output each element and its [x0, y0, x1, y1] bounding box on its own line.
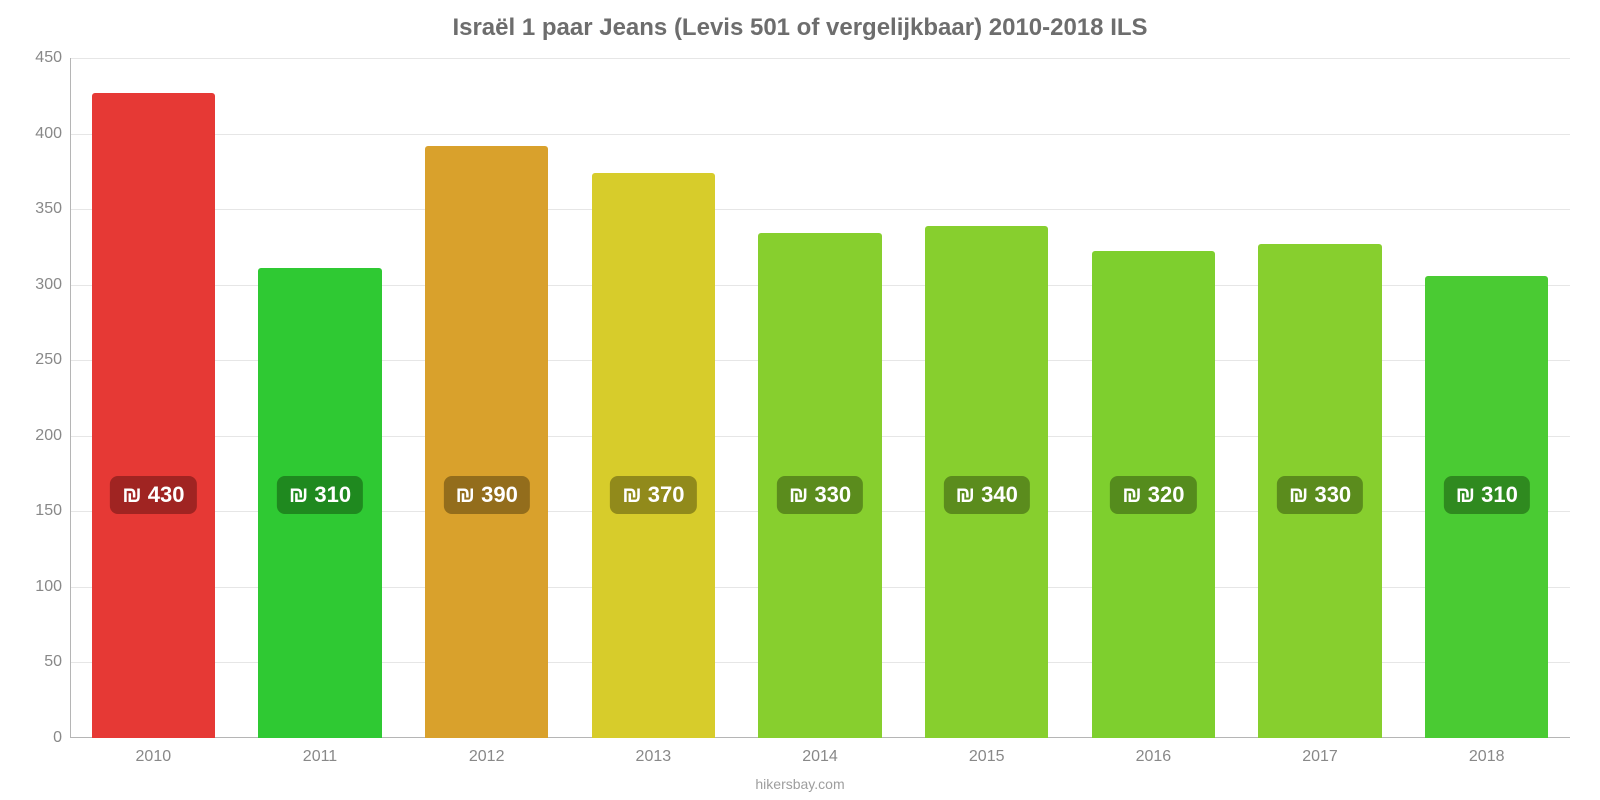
bar: [92, 93, 215, 738]
bar-value-label: ₪ 370: [610, 476, 696, 514]
bar-slot: ₪ 3902012: [403, 58, 570, 738]
bar-value-label: ₪ 310: [277, 476, 363, 514]
x-tick-label: 2010: [136, 748, 172, 766]
bar-slot: ₪ 3102018: [1403, 58, 1570, 738]
bar-slot: ₪ 3402015: [903, 58, 1070, 738]
y-tick-label: 350: [12, 200, 62, 218]
y-tick-label: 100: [12, 578, 62, 596]
bar-value-label: ₪ 430: [110, 476, 196, 514]
x-tick-label: 2011: [303, 748, 337, 766]
y-tick-label: 0: [12, 729, 62, 747]
plot-area: 050100150200250300350400450 ₪ 4302010₪ 3…: [70, 58, 1570, 738]
source-label: hikersbay.com: [0, 776, 1600, 792]
x-tick-label: 2017: [1302, 748, 1338, 766]
bar-value-label: ₪ 310: [1444, 476, 1530, 514]
bar-value-label: ₪ 340: [944, 476, 1030, 514]
bar: [425, 146, 548, 738]
bar-slot: ₪ 3302014: [737, 58, 904, 738]
bar-slot: ₪ 3102011: [237, 58, 404, 738]
x-tick-label: 2014: [802, 748, 838, 766]
bar-value-label: ₪ 330: [777, 476, 863, 514]
y-tick-label: 50: [12, 653, 62, 671]
bar-slot: ₪ 3702013: [570, 58, 737, 738]
y-tick-label: 300: [12, 276, 62, 294]
x-tick-label: 2013: [636, 748, 672, 766]
y-tick-label: 450: [12, 49, 62, 67]
bars-container: ₪ 4302010₪ 3102011₪ 3902012₪ 3702013₪ 33…: [70, 58, 1570, 738]
bar-slot: ₪ 4302010: [70, 58, 237, 738]
y-tick-label: 200: [12, 427, 62, 445]
bar: [592, 173, 715, 738]
y-tick-label: 150: [12, 502, 62, 520]
bar-slot: ₪ 3302017: [1237, 58, 1404, 738]
x-tick-label: 2015: [969, 748, 1005, 766]
x-tick-label: 2016: [1136, 748, 1172, 766]
bar-chart: Israël 1 paar Jeans (Levis 501 of vergel…: [0, 0, 1600, 800]
chart-title: Israël 1 paar Jeans (Levis 501 of vergel…: [0, 14, 1600, 42]
bar-value-label: ₪ 320: [1110, 476, 1196, 514]
bar-value-label: ₪ 390: [444, 476, 530, 514]
y-tick-label: 250: [12, 351, 62, 369]
x-tick-label: 2018: [1469, 748, 1505, 766]
y-tick-label: 400: [12, 125, 62, 143]
x-tick-label: 2012: [469, 748, 505, 766]
bar-slot: ₪ 3202016: [1070, 58, 1237, 738]
bar-value-label: ₪ 330: [1277, 476, 1363, 514]
